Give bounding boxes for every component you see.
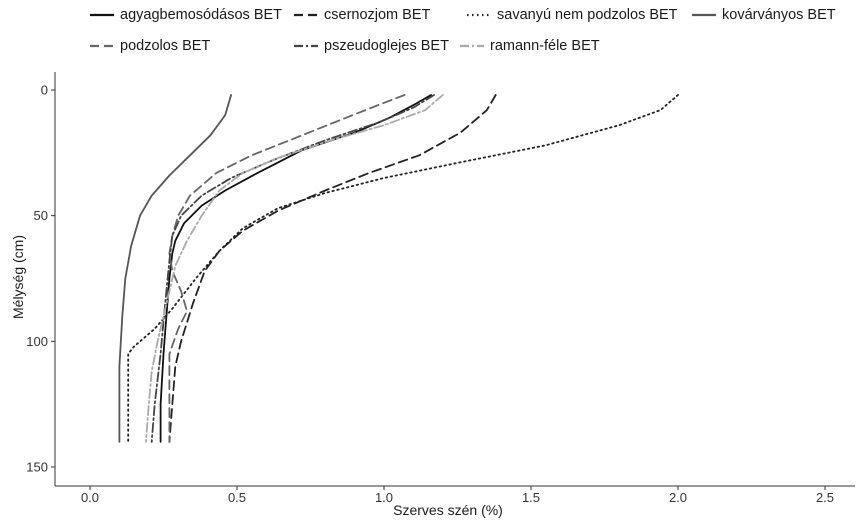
legend-item: podzolos BET <box>88 36 210 56</box>
y-tick-label: 150 <box>26 460 48 475</box>
series-line <box>159 94 432 443</box>
x-axis-title: Szerves szén (%) <box>393 502 503 518</box>
series-lines <box>118 94 679 443</box>
legend-item: pszeudoglejes BET <box>292 36 449 56</box>
legend-label: podzolos BET <box>120 38 211 54</box>
legend-item: agyagbemosódásos BET <box>88 5 282 25</box>
series-line <box>150 94 435 443</box>
x-tick-label: 0.0 <box>81 490 99 505</box>
series-line <box>127 94 679 443</box>
series-line <box>168 94 497 443</box>
series-line <box>118 94 233 443</box>
legend-label: kovárványos BET <box>722 7 836 23</box>
legend-item: savanyú nem podzolos BET <box>465 5 678 25</box>
legend-swatch <box>467 13 491 17</box>
legend-item: kovárványos BET <box>690 5 836 25</box>
x-tick-label: 1.0 <box>375 490 393 505</box>
legend: agyagbemosódásos BET csernozjom BET savany… <box>0 0 863 70</box>
legend-swatch <box>692 13 716 17</box>
y-tick-label: 50 <box>34 208 48 223</box>
x-tick-label: 1.5 <box>522 490 540 505</box>
x-tick-label: 2.5 <box>816 490 834 505</box>
legend-swatch <box>294 44 318 48</box>
y-tick-label: 100 <box>26 334 48 349</box>
legend-label: pszeudoglejes BET <box>324 38 449 54</box>
y-tick-label: 0 <box>41 83 48 98</box>
x-ticks: 0.0 0.5 1.0 1.5 2.0 2.5 <box>81 486 834 505</box>
legend-label: agyagbemosódásos BET <box>120 7 283 23</box>
y-axis-title: Mélység (cm) <box>10 235 26 319</box>
y-ticks: 0 50 100 150 <box>26 83 55 475</box>
legend-swatch <box>294 13 318 17</box>
legend-label: savanyú nem podzolos BET <box>497 7 678 23</box>
x-tick-label: 2.0 <box>669 490 687 505</box>
legend-item: ramann-féle BET <box>458 36 600 56</box>
legend-swatch <box>90 44 114 48</box>
legend-label: csernozjom BET <box>324 7 431 23</box>
x-tick-label: 0.5 <box>228 490 246 505</box>
series-line <box>168 94 406 443</box>
series-line <box>144 94 444 443</box>
legend-swatch <box>90 13 114 17</box>
axes <box>54 72 855 487</box>
legend-label: ramann-féle BET <box>490 38 600 54</box>
legend-swatch <box>460 44 484 48</box>
legend-item: csernozjom BET <box>292 5 430 25</box>
